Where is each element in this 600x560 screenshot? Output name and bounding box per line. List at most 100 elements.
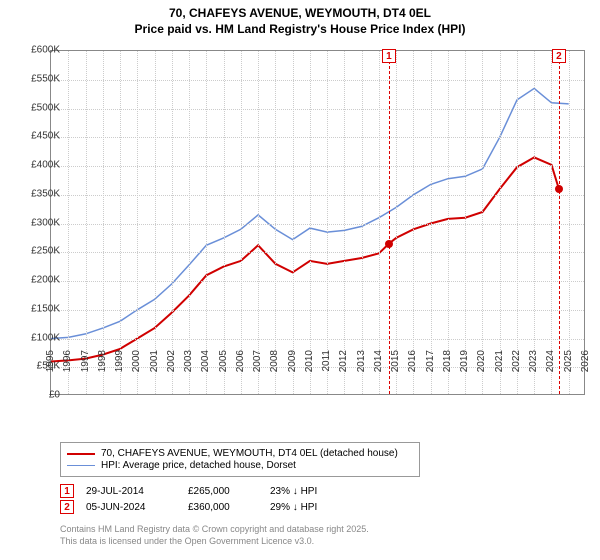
grid-v <box>482 51 483 394</box>
x-axis-label: 2026 <box>580 350 591 372</box>
grid-v <box>362 51 363 394</box>
point-date: 29-JUL-2014 <box>86 486 176 497</box>
x-axis-label: 2017 <box>425 350 436 372</box>
x-axis-label: 1996 <box>62 350 73 372</box>
grid-v <box>569 51 570 394</box>
x-axis-label: 2023 <box>528 350 539 372</box>
grid-v <box>310 51 311 394</box>
x-axis-label: 2025 <box>563 350 574 372</box>
grid-h <box>51 252 584 253</box>
x-axis-label: 2021 <box>494 350 505 372</box>
grid-v <box>68 51 69 394</box>
grid-v <box>293 51 294 394</box>
grid-v <box>172 51 173 394</box>
grid-v <box>258 51 259 394</box>
footer: Contains HM Land Registry data © Crown c… <box>60 524 369 547</box>
grid-h <box>51 137 584 138</box>
x-axis-label: 2020 <box>476 350 487 372</box>
grid-h <box>51 281 584 282</box>
grid-v <box>120 51 121 394</box>
marker-box: 1 <box>382 49 396 63</box>
grid-v <box>137 51 138 394</box>
y-axis-label: £200K <box>31 275 60 286</box>
x-axis-label: 2024 <box>545 350 556 372</box>
y-axis-label: £550K <box>31 73 60 84</box>
y-axis-label: £400K <box>31 160 60 171</box>
data-row: 129-JUL-2014£265,00023% ↓ HPI <box>60 484 360 498</box>
grid-h <box>51 195 584 196</box>
legend-item: HPI: Average price, detached house, Dors… <box>67 460 413 471</box>
data-table: 129-JUL-2014£265,00023% ↓ HPI205-JUN-202… <box>60 482 360 516</box>
x-axis-label: 2016 <box>407 350 418 372</box>
title-line1: 70, CHAFEYS AVENUE, WEYMOUTH, DT4 0EL <box>0 6 600 22</box>
x-axis-label: 2011 <box>321 350 332 372</box>
point-price: £265,000 <box>188 486 258 497</box>
footer-line2: This data is licensed under the Open Gov… <box>60 536 369 548</box>
y-axis-label: £350K <box>31 188 60 199</box>
grid-h <box>51 166 584 167</box>
y-axis-label: £300K <box>31 217 60 228</box>
y-axis-label: £450K <box>31 131 60 142</box>
point-diff: 29% ↓ HPI <box>270 502 360 513</box>
marker-line <box>559 51 560 394</box>
x-axis-label: 2004 <box>200 350 211 372</box>
y-axis-label: £500K <box>31 102 60 113</box>
chart-title: 70, CHAFEYS AVENUE, WEYMOUTH, DT4 0EL Pr… <box>0 0 600 37</box>
grid-v <box>206 51 207 394</box>
point-date: 05-JUN-2024 <box>86 502 176 513</box>
x-axis-label: 2002 <box>166 350 177 372</box>
x-axis-label: 2006 <box>235 350 246 372</box>
chart-area: 12 <box>50 50 585 395</box>
footer-line1: Contains HM Land Registry data © Crown c… <box>60 524 369 536</box>
grid-v <box>241 51 242 394</box>
legend-item: 70, CHAFEYS AVENUE, WEYMOUTH, DT4 0EL (d… <box>67 448 413 459</box>
data-row: 205-JUN-2024£360,00029% ↓ HPI <box>60 500 360 514</box>
legend: 70, CHAFEYS AVENUE, WEYMOUTH, DT4 0EL (d… <box>60 442 420 477</box>
x-axis-label: 2001 <box>149 350 160 372</box>
x-axis-label: 2015 <box>390 350 401 372</box>
x-axis-label: 2007 <box>252 350 263 372</box>
grid-v <box>327 51 328 394</box>
grid-v <box>551 51 552 394</box>
grid-v <box>155 51 156 394</box>
x-axis-label: 2013 <box>356 350 367 372</box>
grid-v <box>413 51 414 394</box>
legend-swatch <box>67 465 95 467</box>
grid-v <box>500 51 501 394</box>
grid-v <box>275 51 276 394</box>
x-axis-label: 1998 <box>97 350 108 372</box>
x-axis-label: 2019 <box>459 350 470 372</box>
marker-dot <box>555 185 563 193</box>
grid-v <box>103 51 104 394</box>
grid-h <box>51 339 584 340</box>
grid-v <box>517 51 518 394</box>
legend-label: HPI: Average price, detached house, Dors… <box>101 460 296 471</box>
y-axis-label: £600K <box>31 45 60 56</box>
grid-v <box>396 51 397 394</box>
x-axis-label: 2000 <box>131 350 142 372</box>
x-axis-label: 2005 <box>218 350 229 372</box>
x-axis-label: 2008 <box>269 350 280 372</box>
x-axis-label: 1995 <box>45 350 56 372</box>
grid-h <box>51 224 584 225</box>
grid-h <box>51 109 584 110</box>
x-axis-label: 2012 <box>338 350 349 372</box>
legend-swatch <box>67 453 95 455</box>
marker-box: 2 <box>552 49 566 63</box>
grid-v <box>534 51 535 394</box>
plot: 12 <box>50 50 585 395</box>
grid-v <box>465 51 466 394</box>
y-axis-label: £0 <box>49 390 60 401</box>
legend-label: 70, CHAFEYS AVENUE, WEYMOUTH, DT4 0EL (d… <box>101 448 398 459</box>
grid-h <box>51 310 584 311</box>
x-axis-label: 1999 <box>114 350 125 372</box>
grid-v <box>189 51 190 394</box>
grid-v <box>379 51 380 394</box>
marker-dot <box>385 240 393 248</box>
point-diff: 23% ↓ HPI <box>270 486 360 497</box>
grid-v <box>431 51 432 394</box>
y-axis-label: £250K <box>31 246 60 257</box>
x-axis-label: 2014 <box>373 350 384 372</box>
y-axis-label: £100K <box>31 332 60 343</box>
marker-line <box>389 51 390 394</box>
